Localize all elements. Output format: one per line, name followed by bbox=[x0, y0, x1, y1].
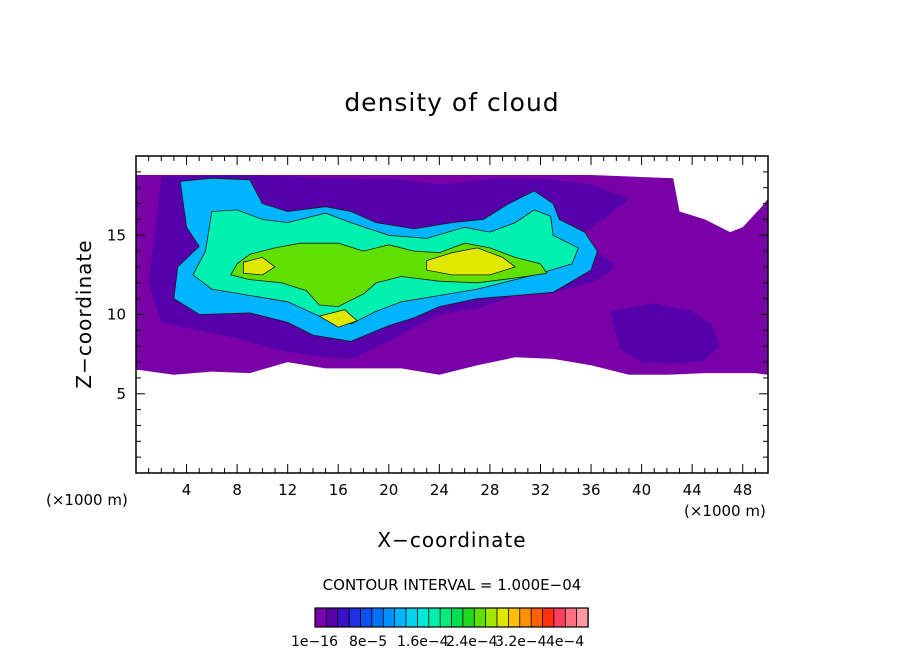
chart-title: density of cloud bbox=[344, 88, 560, 117]
colorbar-swatch bbox=[485, 607, 498, 628]
y-axis-unit: (×1000 m) bbox=[46, 491, 128, 509]
x-tick-label: 20 bbox=[379, 481, 398, 499]
colorbar-swatch bbox=[360, 607, 373, 628]
x-tick-label: 4 bbox=[182, 481, 192, 499]
colorbar-label: 3.2e−4 bbox=[495, 634, 547, 650]
colorbar-label: 1.6e−4 bbox=[397, 634, 449, 650]
contour-interval-label: CONTOUR INTERVAL = 1.000E−04 bbox=[322, 576, 582, 594]
density-region-7 bbox=[242, 256, 276, 276]
colorbar-swatch bbox=[337, 607, 350, 628]
x-tick-label: 28 bbox=[480, 481, 499, 499]
x-tick-label: 36 bbox=[581, 481, 600, 499]
colorbar-swatch bbox=[371, 607, 384, 628]
colorbar-swatch bbox=[439, 607, 453, 628]
colorbar-swatch bbox=[348, 607, 362, 628]
colorbar bbox=[314, 607, 589, 628]
x-tick-label: 8 bbox=[232, 481, 242, 499]
colorbar-swatch bbox=[564, 607, 578, 628]
x-axis-label: X−coordinate bbox=[377, 528, 527, 552]
colorbar-swatch bbox=[496, 607, 510, 628]
colorbar-swatch bbox=[405, 607, 419, 628]
colorbar-swatch bbox=[428, 607, 441, 628]
colorbar-swatch bbox=[530, 607, 544, 628]
x-tick-label: 24 bbox=[430, 481, 449, 499]
density-region-8 bbox=[318, 309, 358, 328]
colorbar-swatch bbox=[325, 607, 339, 628]
colorbar-swatch bbox=[314, 607, 328, 628]
colorbar-swatch bbox=[462, 607, 475, 628]
colorbar-swatch bbox=[576, 607, 589, 628]
density-region-6 bbox=[426, 247, 517, 276]
y-tick-label: 10 bbox=[107, 306, 126, 324]
colorbar-swatch bbox=[542, 607, 555, 628]
colorbar-label: 4e−4 bbox=[546, 634, 585, 650]
colorbar-label: 2.4e−4 bbox=[446, 634, 498, 650]
colorbar-swatch bbox=[382, 607, 396, 628]
colorbar-swatch bbox=[507, 607, 521, 628]
colorbar-frame bbox=[314, 607, 589, 628]
y-tick-label: 15 bbox=[107, 226, 126, 244]
colorbar-swatch bbox=[416, 607, 430, 628]
y-axis-label: Z−coordinate bbox=[72, 239, 96, 389]
colorbar-swatch bbox=[553, 607, 566, 628]
colorbar-label: 8e−5 bbox=[349, 634, 388, 650]
x-tick-label: 40 bbox=[632, 481, 651, 499]
colorbar-swatch bbox=[473, 607, 487, 628]
colorbar-swatch bbox=[519, 607, 532, 628]
x-axis-unit: (×1000 m) bbox=[684, 502, 766, 520]
density-region-2 bbox=[610, 303, 720, 364]
cloud-density-field bbox=[136, 175, 768, 375]
x-tick-label: 48 bbox=[733, 481, 752, 499]
x-tick-label: 12 bbox=[278, 481, 297, 499]
x-tick-label: 32 bbox=[531, 481, 550, 499]
x-tick-label: 16 bbox=[329, 481, 348, 499]
colorbar-swatch bbox=[394, 607, 407, 628]
colorbar-swatch bbox=[451, 607, 464, 628]
y-tick-label: 5 bbox=[116, 385, 126, 403]
colorbar-label: 1e−16 bbox=[291, 634, 339, 650]
x-tick-label: 44 bbox=[683, 481, 702, 499]
